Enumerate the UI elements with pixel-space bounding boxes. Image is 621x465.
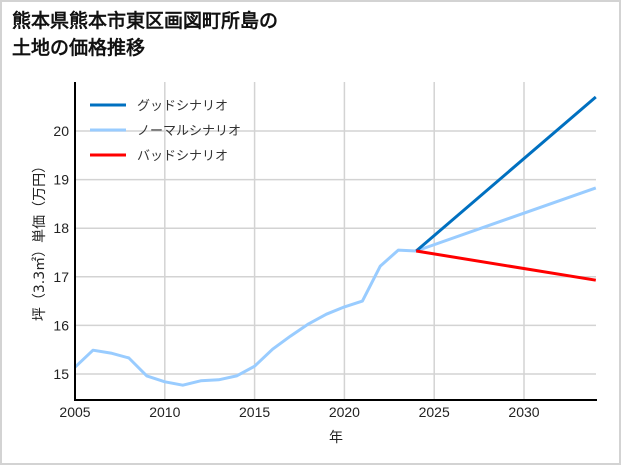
x-tick-labels: 2005 2010 2015 2020 2025 2030 xyxy=(59,404,539,420)
y-tick-label: 19 xyxy=(53,172,69,188)
x-tick-label: 2005 xyxy=(59,404,90,420)
legend: グッドシナリオ ノーマルシナリオ バッドシナリオ xyxy=(90,99,241,164)
legend-label-good: グッドシナリオ xyxy=(137,99,228,114)
y-axis-label: 坪（3.3㎡）単価（万円） xyxy=(32,159,48,321)
y-tick-label: 20 xyxy=(53,123,69,139)
y-tick-label: 18 xyxy=(53,220,69,236)
x-tick-label: 2015 xyxy=(239,404,270,420)
series-line xyxy=(73,186,597,387)
x-tick-label: 2030 xyxy=(508,404,539,420)
grid-lines xyxy=(74,82,596,400)
y-tick-label: 15 xyxy=(53,366,69,382)
legend-label-normal: ノーマルシナリオ xyxy=(137,124,241,139)
data-lines xyxy=(73,95,597,387)
x-tick-label: 2010 xyxy=(149,404,180,420)
x-axis-label: 年 xyxy=(329,430,343,446)
series-line xyxy=(415,249,597,282)
legend-label-bad: バッドシナリオ xyxy=(137,149,228,164)
x-tick-label: 2025 xyxy=(419,404,450,420)
y-tick-label: 16 xyxy=(53,317,69,333)
series-line xyxy=(415,95,597,253)
y-tick-labels: 15 16 17 18 19 20 xyxy=(53,123,69,382)
y-tick-label: 17 xyxy=(53,269,69,285)
chart-title: 熊本県熊本市東区画図町所島の 土地の価格推移 xyxy=(12,10,279,59)
x-tick-label: 2020 xyxy=(329,404,360,420)
